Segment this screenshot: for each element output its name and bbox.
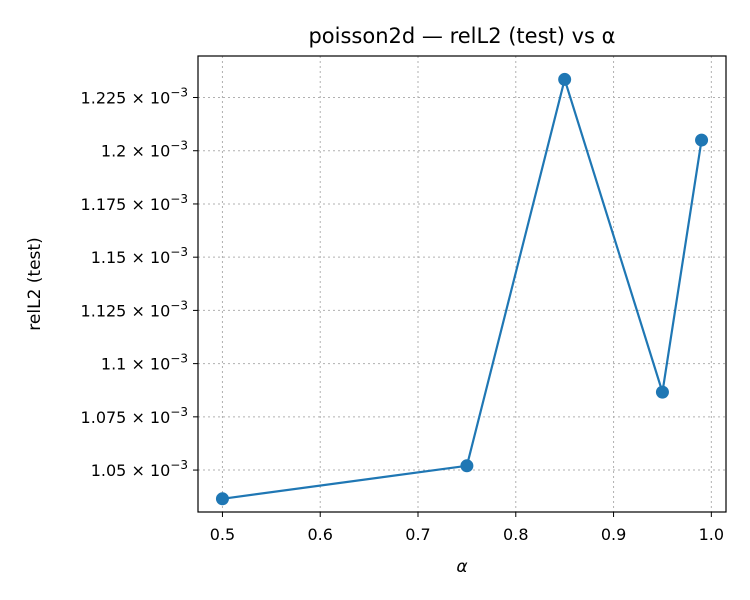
y-tick-label: 1.225 × 10−3 <box>81 86 188 108</box>
x-tick-label: 0.5 <box>210 525 235 544</box>
x-tick-label: 0.6 <box>307 525 332 544</box>
y-tick-label: 1.05 × 10−3 <box>91 458 188 480</box>
x-tick-label: 0.7 <box>405 525 430 544</box>
x-tick-label: 0.8 <box>503 525 528 544</box>
data-point <box>655 385 669 399</box>
y-tick-label: 1.15 × 10−3 <box>91 245 188 267</box>
x-axis-label: α <box>456 557 467 577</box>
data-point <box>695 133 709 147</box>
chart-title: poisson2d — relL2 (test) vs α <box>308 24 615 48</box>
ticks: 0.5 0.6 0.7 0.8 0.9 1.0 1.05 × 10−3 1.075 × 10−… <box>81 86 725 544</box>
series-layer <box>215 72 709 506</box>
data-point <box>460 459 474 473</box>
grid <box>198 56 726 512</box>
y-tick-label: 1.075 × 10−3 <box>81 405 188 427</box>
series-line <box>222 75 703 500</box>
data-point <box>558 72 572 86</box>
y-axis-label: relL2 (test) <box>25 237 45 330</box>
y-tick-label: 1.1 × 10−3 <box>101 352 188 374</box>
y-tick-label: 1.175 × 10−3 <box>81 192 188 214</box>
x-tick-label: 0.9 <box>601 525 626 544</box>
y-tick-label: 1.2 × 10−3 <box>101 139 188 161</box>
data-point <box>215 492 229 506</box>
plot-frame <box>197 55 727 513</box>
y-tick-label: 1.125 × 10−3 <box>81 298 188 320</box>
x-tick-label: 1.0 <box>699 525 724 544</box>
